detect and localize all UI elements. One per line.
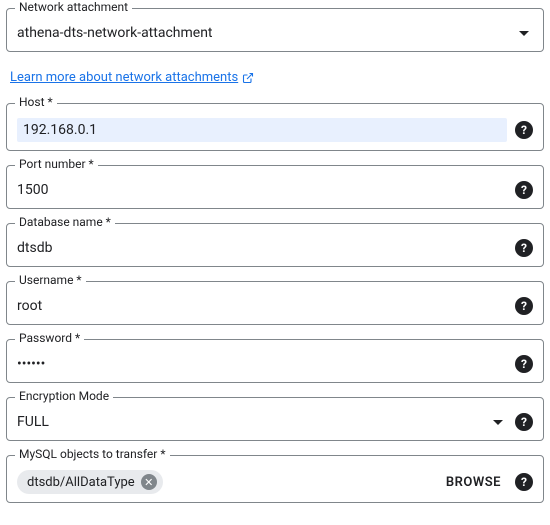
username-row: root ? — [17, 296, 533, 316]
encryption-select[interactable]: FULL — [17, 412, 485, 432]
help-icon[interactable]: ? — [515, 181, 533, 199]
help-icon[interactable]: ? — [515, 297, 533, 315]
objects-field: MySQL objects to transfer * dtsdb/AllDat… — [6, 455, 544, 503]
object-chip: dtsdb/AllDataType ✕ — [17, 470, 163, 494]
objects-row: dtsdb/AllDataType ✕ BROWSE ? — [17, 470, 533, 494]
database-row: dtsdb ? — [17, 238, 533, 258]
host-field: Host * 192.168.0.1 ? — [6, 103, 544, 151]
username-field: Username * root ? — [6, 281, 544, 325]
port-field: Port number * 1500 ? — [6, 165, 544, 209]
external-link-icon — [242, 72, 254, 84]
object-chip-label: dtsdb/AllDataType — [27, 475, 135, 490]
network-attachment-field: Network attachment athena-dts-network-at… — [6, 8, 544, 52]
database-field: Database name * dtsdb ? — [6, 223, 544, 267]
encryption-label: Encryption Mode — [15, 389, 113, 403]
database-input[interactable]: dtsdb — [17, 238, 507, 258]
close-icon[interactable]: ✕ — [141, 474, 157, 490]
network-attachment-value[interactable]: athena-dts-network-attachment — [17, 23, 511, 43]
browse-button[interactable]: BROWSE — [440, 471, 507, 494]
dropdown-arrow-icon[interactable] — [519, 31, 529, 36]
password-label: Password * — [15, 331, 84, 345]
encryption-field: Encryption Mode FULL ? — [6, 397, 544, 441]
host-input[interactable]: 192.168.0.1 — [17, 118, 507, 142]
help-icon[interactable]: ? — [515, 413, 533, 431]
port-label: Port number * — [15, 157, 98, 171]
help-icon[interactable]: ? — [515, 355, 533, 373]
port-row: 1500 ? — [17, 180, 533, 200]
database-label: Database name * — [15, 215, 115, 229]
network-attachment-label: Network attachment — [15, 0, 132, 14]
objects-chip-area[interactable]: dtsdb/AllDataType ✕ — [17, 470, 432, 494]
host-label: Host * — [15, 95, 57, 109]
password-field: Password * •••••• ? — [6, 339, 544, 383]
host-row: 192.168.0.1 ? — [17, 118, 533, 142]
help-icon[interactable]: ? — [515, 473, 533, 491]
password-row: •••••• ? — [17, 354, 533, 374]
username-input[interactable]: root — [17, 296, 507, 316]
dropdown-arrow-icon[interactable] — [493, 420, 503, 425]
objects-label: MySQL objects to transfer * — [15, 447, 170, 461]
network-attachment-row: athena-dts-network-attachment — [17, 23, 533, 43]
username-label: Username * — [15, 273, 86, 287]
learn-more-text: Learn more about network attachments — [10, 70, 238, 85]
help-icon[interactable]: ? — [515, 239, 533, 257]
learn-more-link[interactable]: Learn more about network attachments — [10, 70, 254, 85]
encryption-row: FULL ? — [17, 412, 533, 432]
port-input[interactable]: 1500 — [17, 180, 507, 200]
help-icon[interactable]: ? — [515, 121, 533, 139]
password-input[interactable]: •••••• — [17, 354, 507, 374]
